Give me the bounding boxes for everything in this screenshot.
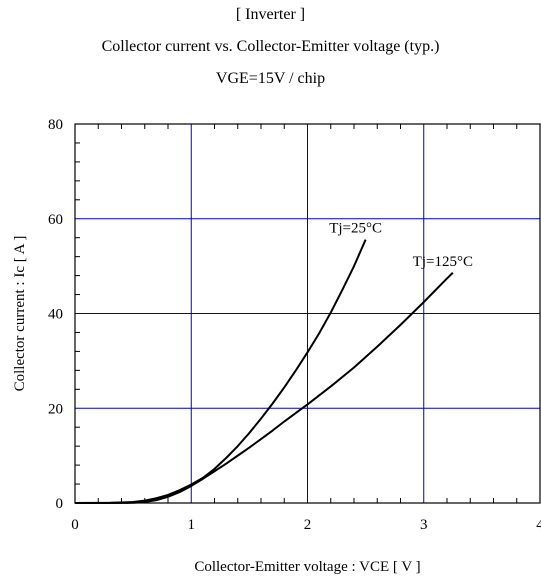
curve-label-tj25: Tj=25°C: [329, 221, 382, 237]
plot-frame: [74, 123, 541, 504]
chart-title-line-3: VGE=15V / chip: [215, 70, 326, 87]
y-tick-label-40: 40: [48, 307, 63, 323]
y-tick-label-60: 60: [48, 212, 63, 228]
chart-title-line-1: [ Inverter ]: [235, 6, 306, 23]
curve-label-tj125: Tj=125°C: [413, 254, 473, 270]
y-tick-label-20: 20: [48, 401, 63, 417]
x-tick-label-2: 2: [304, 517, 312, 533]
y-axis-label: Collector current : Ic [ A ]: [12, 236, 28, 392]
x-tick-label-4: 4: [536, 517, 541, 533]
curve-tj25: [74, 239, 367, 504]
curve-tj125: [75, 272, 454, 504]
x-tick-label-3: 3: [420, 517, 428, 533]
grid-lines: [75, 124, 540, 503]
x-tick-labels: 0 1 2 3 4: [71, 517, 541, 533]
y-tick-labels: 0 20 40 60 80: [48, 117, 63, 512]
y-tick-label-0: 0: [56, 496, 64, 512]
curve-labels: Tj=25°C Tj=125°C: [329, 221, 473, 270]
x-axis-label: Collector-Emitter voltage : VCE [ V ]: [194, 559, 420, 575]
chart-title-line-2: Collector current vs. Collector-Emitter …: [101, 38, 440, 55]
curves: [74, 239, 454, 504]
y-tick-label-80: 80: [48, 117, 63, 133]
x-tick-label-0: 0: [71, 517, 79, 533]
x-tick-label-1: 1: [188, 517, 196, 533]
